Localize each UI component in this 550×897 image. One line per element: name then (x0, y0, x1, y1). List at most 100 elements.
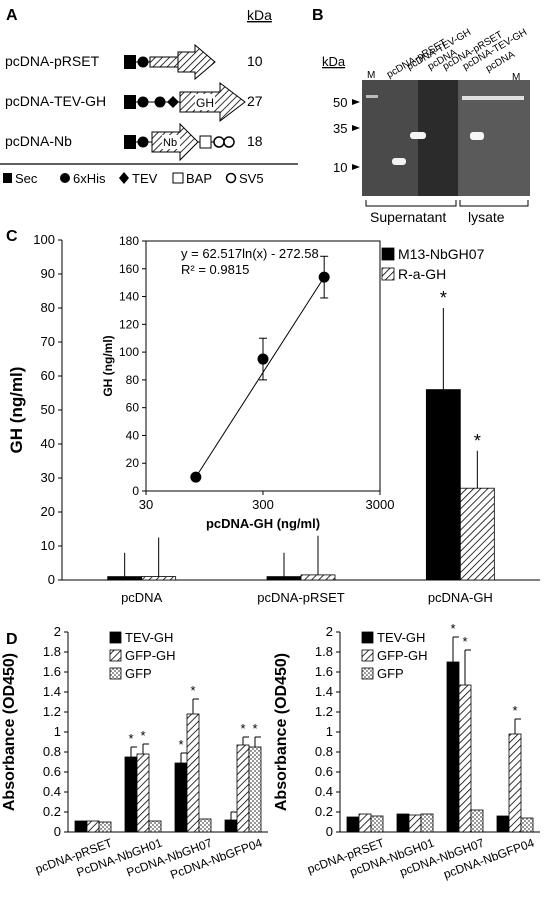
legend-label: GFP-GH (377, 648, 428, 663)
his-tag-icon (137, 136, 149, 148)
trendline-r-squared: R² = 0.9815 (181, 262, 249, 277)
gel-band (470, 132, 484, 140)
group-label: lysate (468, 209, 505, 225)
marker-arrow-icon (352, 99, 360, 105)
bar-gfp (520, 817, 534, 833)
panel-b: B kDa M pcDNA-pRSET pcDNA-TEV-GH pcDNA p… (312, 7, 530, 225)
gel-band (462, 96, 524, 100)
legend-swatch (381, 267, 395, 281)
bar-tev-gh (446, 661, 460, 833)
his-tag-icon (154, 96, 166, 108)
legend-swatch (109, 667, 122, 680)
bar-m13-nbgh07 (266, 576, 302, 581)
construct-name: pcDNA-TEV-GH (5, 93, 106, 109)
y-tick-label: 160 (119, 262, 139, 276)
domain-legend: Sec 6xHis TEV BAP SV5 (3, 171, 264, 186)
construct-kda: 18 (247, 133, 263, 149)
y-tick-label: 180 (119, 234, 139, 248)
y-tick-label: 0.6 (315, 764, 333, 779)
bar-gfp-gh (458, 684, 472, 833)
bar-gfp (420, 813, 434, 833)
bar-gfp (370, 815, 384, 833)
y-tick-label: 0 (132, 484, 139, 498)
bar-tev-gh (496, 815, 510, 833)
y-tick-label: 0.8 (315, 744, 333, 759)
legend-label: GFP-GH (125, 648, 176, 663)
y-tick-label: 40 (126, 428, 140, 442)
bar-gfp (470, 809, 484, 833)
bar-tev-gh (174, 762, 188, 833)
sec-domain-icon (124, 95, 136, 109)
y-tick-label: 1 (326, 724, 333, 739)
group-bracket (459, 200, 529, 207)
tev-site-icon (167, 96, 179, 108)
panel-d-right-chart: 0 0.2 0.4 0.6 0.8 1 1.2 1.4 1.6 1.8 2 Absorbance (O… (273, 621, 540, 881)
tev-legend-icon (119, 172, 129, 184)
y-tick-label: 1.4 (315, 684, 333, 699)
gel-band (366, 95, 378, 98)
bar-gfp (198, 818, 212, 833)
y-tick-label: 0.4 (43, 784, 61, 799)
group-bracket (365, 200, 457, 207)
sv5-tag-icon (213, 136, 225, 148)
significance-star: * (440, 288, 447, 308)
marker-arrow-icon (352, 125, 360, 131)
gel-kda-label: kDa (322, 54, 346, 69)
y-tick-label: 10 (41, 538, 55, 553)
domain-label: GH (196, 96, 214, 110)
bap-tag-icon (199, 135, 212, 149)
panel-letter-c: C (6, 228, 18, 245)
legend-label: R-a-GH (398, 266, 446, 282)
significance-star: * (140, 728, 145, 743)
y-axis-label: GH (ng/ml) (7, 367, 26, 454)
panel-c: C 0 10 20 30 40 50 60 70 80 90 100 GH (ng/ml) pcDNA p… (6, 228, 540, 605)
bar-r-a-gh (459, 487, 495, 581)
bar-gfp (98, 821, 112, 833)
y-tick-label: 2 (326, 624, 333, 639)
legend-label: TEV-GH (377, 630, 425, 645)
legend-label: SV5 (239, 171, 264, 186)
pRSET-arrow-icon (177, 43, 216, 81)
y-tick-label: 120 (119, 317, 139, 331)
construct-row-3: pcDNA-Nb Nb 18 (5, 122, 263, 162)
y-tick-label: 0.6 (43, 764, 61, 779)
y-tick-label: 100 (33, 232, 55, 247)
bar-gfp-gh (186, 713, 200, 833)
panel-letter-b: B (312, 7, 324, 24)
y-tick-label: 20 (126, 456, 140, 470)
legend-swatch (109, 649, 122, 662)
his-legend-icon (60, 173, 70, 183)
y-tick-label: 70 (41, 334, 55, 349)
data-point (257, 353, 269, 365)
x-category-label: pcDNA-GH (428, 590, 493, 605)
bar-gfp-gh (236, 744, 250, 833)
x-category-label: pcDNA (121, 590, 163, 605)
significance-star: * (450, 621, 455, 636)
construct-kda: 10 (247, 53, 263, 69)
bar-gfp (248, 746, 262, 833)
y-tick-label: 50 (41, 402, 55, 417)
significance-star: * (128, 731, 133, 746)
panel-d: D 0 0.2 0.4 0.6 0.8 1 1.2 1.4 1.6 1.8 2 Absorbance … (1, 621, 540, 882)
y-tick-label: 1.2 (43, 704, 61, 719)
legend-swatch (109, 631, 122, 644)
panel-a: A kDa pcDNA-pRSET 10 pcDNA-TEV-GH GH 27 (0, 7, 298, 186)
legend-swatch (361, 667, 374, 680)
bar-tev-gh (74, 820, 88, 833)
construct-row-2: pcDNA-TEV-GH GH 27 (5, 81, 263, 123)
his-tag-icon (137, 96, 149, 108)
y-tick-label: 0.8 (43, 744, 61, 759)
y-tick-label: 80 (126, 373, 140, 387)
trendline (195, 276, 325, 478)
sv5-legend-icon (225, 172, 237, 184)
bar-m13-nbgh07 (107, 576, 143, 581)
marker-label: 35 (333, 121, 347, 136)
sec-domain-icon (124, 135, 136, 149)
marker-label: 50 (333, 95, 347, 110)
y-tick-label: 0 (326, 824, 333, 839)
panel-c-inset-scatter: 0 20 40 60 80 100 120 140 160 180 30 300 3000 pcDNA-G… (101, 234, 394, 531)
bar-gfp-gh (86, 820, 100, 833)
y-tick-label: 0.4 (315, 784, 333, 799)
bar-r-a-gh (141, 576, 177, 581)
